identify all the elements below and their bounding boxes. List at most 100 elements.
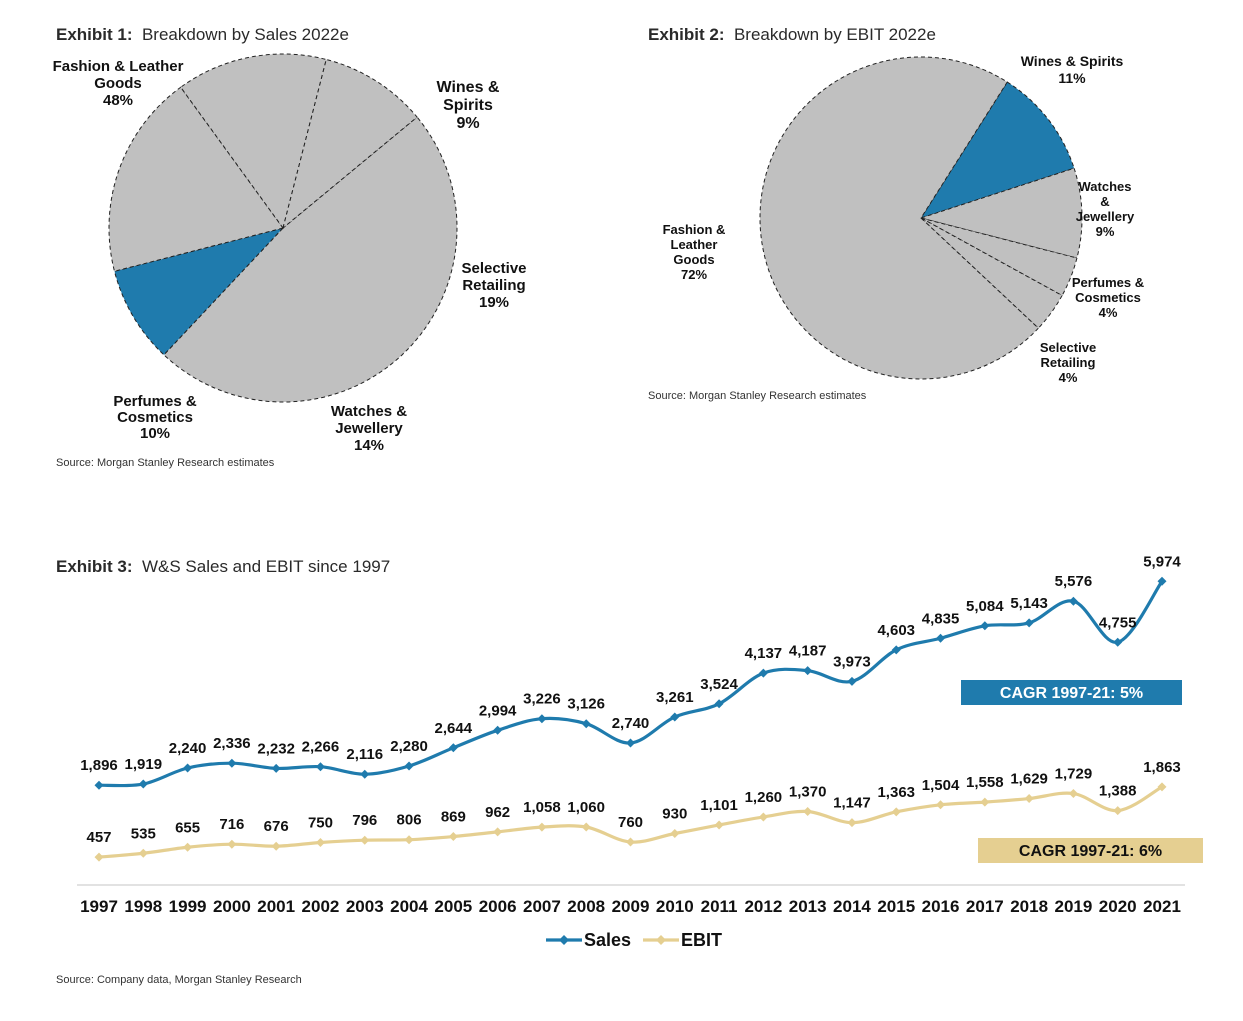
data-point-sales (404, 761, 414, 771)
pie1-slice-watches-jewellery (180, 53, 327, 230)
data-point-sales (227, 758, 237, 768)
data-label-ebit: 1,147 (833, 795, 871, 812)
data-label-sales: 3,261 (656, 689, 694, 706)
data-point-sales (448, 743, 458, 753)
data-point-ebit (758, 812, 768, 822)
pie1-slice-perfumes-cosmetics (282, 58, 418, 230)
data-point-sales (670, 712, 680, 722)
legend-marker-sales (559, 935, 569, 945)
data-label-sales: 2,644 (435, 720, 473, 737)
data-label-ebit: 930 (662, 806, 687, 823)
data-label-ebit: 1,101 (700, 797, 738, 814)
pie2-label-selective-retailing: Selective Retailing 4% (1040, 340, 1096, 385)
data-label-sales: 4,603 (877, 622, 915, 639)
data-point-ebit (493, 827, 503, 837)
exhibit-1-number: Exhibit 1: (56, 25, 133, 44)
data-label-sales: 2,116 (346, 746, 383, 763)
exhibit-2-source: Source: Morgan Stanley Research estimate… (648, 390, 867, 402)
data-point-sales (847, 676, 857, 686)
data-point-sales (1024, 618, 1034, 628)
data-point-sales (626, 738, 635, 748)
data-label-sales: 3,524 (700, 676, 738, 693)
data-point-sales (94, 780, 104, 790)
data-point-sales (980, 621, 990, 631)
data-point-ebit (138, 848, 148, 858)
x-tick-label: 2012 (744, 897, 782, 916)
data-point-sales (891, 645, 901, 655)
exhibit-3-number: Exhibit 3: (56, 557, 133, 576)
data-label-sales: 2,994 (479, 702, 517, 719)
x-tick-label: 2017 (966, 897, 1004, 916)
x-tick-label: 2010 (656, 897, 694, 916)
data-label-ebit: 869 (441, 809, 466, 826)
x-tick-label: 2000 (213, 897, 251, 916)
data-label-sales: 2,266 (302, 739, 340, 756)
pie1-slice-wines-spirits (113, 227, 285, 356)
x-tick-label: 2021 (1143, 897, 1181, 916)
data-label-sales: 2,240 (169, 740, 207, 757)
data-point-sales (936, 633, 946, 643)
cagr-ebit-annotation: CAGR 1997-21: 6% (1019, 843, 1162, 860)
legend-marker-ebit (656, 935, 666, 945)
exhibit-3-title-text: W&S Sales and EBIT since 1997 (141, 557, 391, 576)
x-tick-label: 2020 (1099, 897, 1137, 916)
x-tick-label: 2011 (701, 897, 738, 916)
data-point-ebit (1157, 782, 1167, 792)
x-tick-label: 2013 (789, 897, 827, 916)
data-point-sales (1113, 637, 1123, 647)
data-point-ebit (847, 818, 857, 828)
data-label-ebit: 1,058 (523, 799, 561, 816)
x-tick-label: 2018 (1010, 897, 1048, 916)
data-point-sales (493, 725, 503, 735)
data-point-ebit (537, 822, 547, 832)
data-label-ebit: 1,629 (1010, 771, 1048, 788)
exhibit-1-title-text: Breakdown by Sales 2022e (141, 25, 349, 44)
legend-label-sales: Sales (584, 930, 631, 950)
data-point-sales (537, 714, 547, 724)
data-point-ebit (227, 839, 237, 849)
data-label-sales: 1,896 (80, 757, 118, 774)
pie1-label-selective-retailing: Selective Retailing 19% (461, 260, 526, 311)
exhibit-3-title: Exhibit 3: W&S Sales and EBIT since 1997 (56, 557, 390, 577)
data-point-sales (581, 719, 591, 729)
pie1-label-watches-jewellery: Watches & Jewellery 14% (331, 403, 407, 454)
pie1-slice-selective-retailing (108, 86, 284, 272)
data-label-ebit: 1,388 (1099, 783, 1137, 800)
data-point-ebit (891, 807, 901, 817)
data-label-ebit: 796 (352, 812, 377, 829)
x-tick-label: 2003 (346, 897, 384, 916)
data-label-ebit: 1,363 (877, 784, 915, 801)
data-label-sales: 5,084 (966, 598, 1004, 615)
data-label-sales: 5,576 (1055, 573, 1093, 590)
data-label-sales: 2,232 (257, 740, 295, 757)
pie2-label-watches-jewellery: Watches & Jewellery 9% (1076, 179, 1135, 239)
data-label-sales: 2,740 (612, 715, 650, 732)
x-tick-label: 2007 (523, 897, 561, 916)
data-point-ebit (803, 807, 813, 816)
pie2-slice-watches-jewellery (919, 167, 1083, 259)
data-point-ebit (94, 852, 104, 862)
pie1-label-fashion-leather-goods: Fashion & Leather Goods 48% (53, 58, 184, 109)
data-label-sales: 2,336 (213, 735, 251, 752)
data-point-ebit (448, 832, 458, 842)
data-label-ebit: 716 (219, 816, 244, 833)
data-label-ebit: 962 (485, 804, 510, 821)
data-label-ebit: 1,558 (966, 774, 1004, 791)
exhibit-2-title-text: Breakdown by EBIT 2022e (733, 25, 936, 44)
data-point-ebit (1024, 794, 1034, 804)
data-point-sales (271, 763, 281, 773)
data-point-sales (803, 666, 813, 676)
exhibit-2-number: Exhibit 2: (648, 25, 725, 44)
pie2-label-perfumes-cosmetics: Perfumes & Cosmetics 4% (1072, 275, 1144, 320)
data-label-sales: 4,835 (922, 610, 960, 627)
data-label-sales: 3,126 (567, 696, 605, 713)
data-label-ebit: 806 (397, 812, 422, 829)
exhibit-2-title: Exhibit 2: Breakdown by EBIT 2022e (648, 25, 936, 45)
x-tick-label: 2002 (302, 897, 340, 916)
data-point-sales (360, 769, 370, 779)
x-tick-label: 2008 (567, 897, 605, 916)
data-point-sales (1068, 596, 1078, 606)
data-label-ebit: 1,504 (922, 777, 960, 794)
data-label-ebit: 535 (131, 825, 156, 842)
x-tick-label: 2019 (1055, 897, 1093, 916)
